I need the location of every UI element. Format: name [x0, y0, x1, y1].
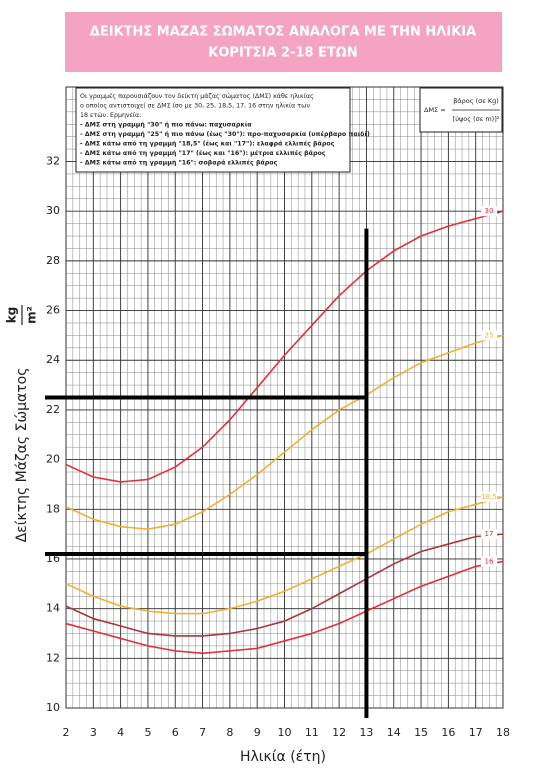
x-tick-label: 5 — [144, 726, 151, 739]
x-tick-label: 8 — [226, 726, 233, 739]
y-unit-numerator: kg — [5, 307, 19, 324]
note-line: ο οποίος αντιστοιχεί σε ΔΜΣ ίσο με 30, 2… — [80, 102, 310, 110]
x-tick-label: 14 — [387, 726, 401, 739]
note-line: - ΔΜΣ κάτω από τη γραμμή "18,5" (έως και… — [80, 140, 335, 148]
line-label-bg — [481, 529, 497, 540]
x-tick-label: 12 — [332, 726, 346, 739]
x-tick-label: 2 — [63, 726, 70, 739]
note-line: - ΔΜΣ στη γραμμή "30" ή πιο πάνω: παχυσα… — [80, 121, 252, 129]
plot: 30 25 18.5 17 16 — [45, 206, 504, 718]
line-label: 17 — [485, 530, 494, 538]
formula-numerator: βάρος (σε Kg) — [453, 97, 499, 105]
chart-subtitle: ΚΟΡΙΤΣΙΑ 2-18 ΕΤΩΝ — [208, 46, 357, 61]
notes: Οι γραμμές παρουσιάζουν τον δείκτη μάζας… — [80, 92, 370, 167]
line-label-bg — [481, 491, 497, 502]
x-axis-label: Ηλικία (έτη) — [240, 749, 326, 765]
line — [65, 334, 504, 530]
note-line: 18 ετών. Ερμηνεία: — [80, 111, 141, 119]
line-label-bg — [481, 330, 497, 341]
y-tick-label: 22 — [46, 403, 60, 416]
y-tick-label: 10 — [46, 701, 60, 714]
formula-denominator: [ύψος (σε m)]² — [453, 115, 500, 123]
line-label: 30 — [485, 207, 494, 215]
line-label: 18.5 — [481, 493, 497, 501]
x-tick-label: 16 — [441, 726, 455, 739]
y-tick-label: 30 — [46, 204, 60, 217]
y-tick-label: 20 — [46, 453, 60, 466]
line-label: 25 — [485, 331, 494, 339]
x-tick-label: 10 — [278, 726, 292, 739]
line-label: 16 — [485, 557, 494, 565]
x-tick-label: 6 — [172, 726, 179, 739]
line-label-bg — [481, 556, 497, 567]
line-label-bg — [481, 206, 497, 217]
y-tick-label: 18 — [46, 502, 60, 515]
grid: 2 3 4 5 6 7 8 9 10 11 12 13 14 15 16 17 18 10 12 14 16 18 20 22… — [46, 86, 510, 739]
x-tick-label: 15 — [414, 726, 428, 739]
line — [65, 560, 504, 655]
y-unit-denominator: m² — [25, 306, 39, 324]
note-line: Οι γραμμές παρουσιάζουν τον δείκτη μάζας… — [80, 92, 314, 100]
formula-lhs: ΔΜΣ = — [424, 106, 446, 114]
x-tick-label: 13 — [359, 726, 373, 739]
y-tick-label: 26 — [46, 304, 60, 317]
y-tick-label: 28 — [46, 254, 60, 267]
x-tick-label: 17 — [469, 726, 483, 739]
y-tick-label: 24 — [46, 353, 60, 366]
x-tick-label: 9 — [254, 726, 261, 739]
note-line: - ΔΜΣ κάτω από τη γραμμή "17" (έως και "… — [80, 149, 326, 157]
x-tick-label: 7 — [199, 726, 206, 739]
y-tick-label: 32 — [46, 155, 60, 168]
y-axis-label-group: Δείκτης Μάζας Σώματος kg m² — [5, 305, 39, 542]
x-tick-label: 4 — [117, 726, 124, 739]
y-tick-label: 14 — [46, 602, 60, 615]
line — [65, 210, 504, 483]
x-tick-label: 11 — [305, 726, 319, 739]
title-box — [65, 12, 502, 72]
note-line: - ΔΜΣ στη γραμμή "25" ή πιο πάνω (έως "3… — [80, 130, 370, 138]
line — [65, 533, 504, 637]
y-axis-label: Δείκτης Μάζας Σώματος — [14, 368, 30, 543]
line — [65, 496, 504, 615]
x-tick-label: 18 — [496, 726, 510, 739]
y-tick-label: 12 — [46, 651, 60, 664]
notes-box — [75, 87, 351, 173]
note-line: - ΔΜΣ κάτω από τη γραμμή "16": σοβαρά ελ… — [80, 159, 278, 167]
x-tick-label: 3 — [90, 726, 97, 739]
chart-title: ΔΕΙΚΤΗΣ ΜΑΖΑΣ ΣΩΜΑΤΟΣ ΑΝΑΛΟΓΑ ΜΕ ΤΗΝ ΗΛΙ… — [90, 25, 476, 40]
